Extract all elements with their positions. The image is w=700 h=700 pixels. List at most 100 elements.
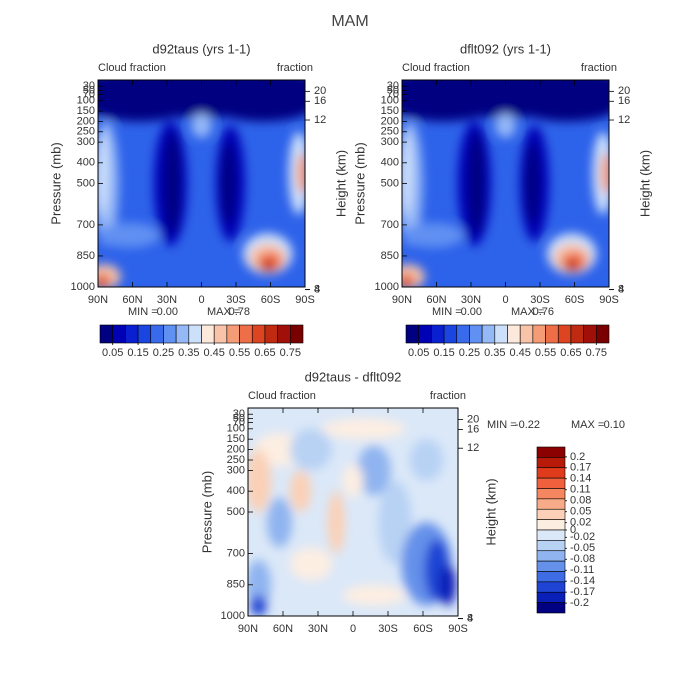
- x-tick-label: 60N: [273, 623, 293, 635]
- y2-tick-label: 20: [618, 85, 630, 97]
- y-tick-label: 70: [387, 88, 399, 100]
- colorbar-label: -0.2: [570, 597, 589, 609]
- y-tick-label: 150: [77, 105, 95, 117]
- colorbar-label: 0.05: [102, 347, 123, 359]
- colorbar-label: 0.17: [570, 462, 591, 474]
- colorbar-box: [226, 324, 240, 344]
- contour-region: [290, 470, 311, 512]
- y-axis-label: Pressure (mb): [48, 142, 63, 224]
- figure-title: MAM: [331, 13, 368, 30]
- y-tick-label: 700: [227, 548, 245, 560]
- y-tick-label: 70: [83, 88, 95, 100]
- colorbar-box: [99, 324, 113, 344]
- y-tick-label: 400: [227, 485, 245, 497]
- colorbar-box: [536, 529, 566, 541]
- colorbar-box: [536, 457, 566, 469]
- y-tick-label: 50: [387, 84, 399, 96]
- colorbar-box: [557, 324, 572, 344]
- y-tick-label: 100: [381, 95, 399, 107]
- stat-text: 0.10: [604, 419, 625, 431]
- contour-region: [296, 152, 305, 194]
- colorbar-box: [188, 324, 202, 344]
- field-shading: [248, 418, 456, 616]
- x-tick-label: 0: [502, 294, 508, 306]
- stat-text: MIN =: [432, 306, 462, 318]
- contour-region: [565, 260, 578, 273]
- colorbar-box: [494, 324, 508, 344]
- y-tick-label: 500: [381, 177, 399, 189]
- colorbar-box: [456, 324, 470, 344]
- contour-region: [321, 418, 406, 440]
- contour-region: [409, 439, 444, 481]
- y-tick-label: 30: [233, 408, 245, 420]
- y2-tick-label: 16: [618, 95, 630, 107]
- x-tick-label: 60S: [565, 294, 585, 306]
- colorbar-box: [277, 324, 291, 344]
- colorbar-label: 0.15: [433, 347, 454, 359]
- y-tick-label: 400: [381, 157, 399, 169]
- y-tick-label: 100: [227, 423, 245, 435]
- panel-title: dflt092 (yrs 1-1): [460, 41, 551, 56]
- x-tick-label: 90N: [238, 623, 258, 635]
- y-axis-label: Pressure (mb): [352, 142, 367, 224]
- colorbar-box: [536, 602, 566, 614]
- y2-axis-label: Height (km): [637, 150, 652, 217]
- y-tick-label: 300: [381, 136, 399, 148]
- y-tick-label: 300: [77, 136, 95, 148]
- x-tick-label: 90S: [448, 623, 468, 635]
- y2-tick-label: 4: [467, 613, 473, 625]
- y2-tick-label: 16: [467, 423, 479, 435]
- colorbar-box: [536, 571, 566, 583]
- stat-text: 0.00: [461, 306, 482, 318]
- colorbar-box: [507, 324, 521, 344]
- contour-region: [290, 428, 332, 471]
- stat-text: -0.22: [515, 419, 540, 431]
- y-tick-label: 30: [83, 80, 95, 92]
- x-tick-label: 30S: [226, 294, 246, 306]
- colorbar-label: 0.05: [408, 347, 429, 359]
- y2-tick-label: 8: [618, 283, 624, 295]
- colorbar-label: 0.2: [570, 451, 585, 463]
- contour-region: [515, 88, 609, 122]
- colorbar-box: [536, 591, 566, 603]
- y-tick-label: 30: [387, 80, 399, 92]
- x-tick-label: 60S: [261, 294, 281, 306]
- right-label: fraction: [430, 390, 466, 402]
- contour-region: [600, 152, 609, 194]
- colorbar-label: 0.35: [484, 347, 505, 359]
- x-tick-label: 0: [198, 294, 204, 306]
- left-label: Cloud fraction: [248, 390, 316, 402]
- colorbar-label: -0.11: [570, 564, 594, 576]
- colorbar-label: 0.25: [153, 347, 174, 359]
- stat-text: MIN =: [128, 306, 158, 318]
- colorbar-label: -0.17: [570, 586, 595, 598]
- colorbar-box: [536, 519, 566, 531]
- contour-region: [439, 564, 456, 606]
- panel-title: d92taus (yrs 1-1): [152, 41, 250, 56]
- contour-region: [378, 480, 412, 564]
- y2-tick-label: 4: [314, 284, 320, 296]
- contour-region: [191, 113, 212, 138]
- y-tick-label: 850: [381, 250, 399, 262]
- contour-region: [402, 131, 413, 215]
- colorbar-label: 0.35: [178, 347, 199, 359]
- y2-tick-label: 8: [467, 612, 473, 624]
- y-tick-label: 250: [77, 126, 95, 138]
- y-tick-label: 200: [227, 444, 245, 456]
- colorbar-box: [405, 324, 419, 344]
- contour-region: [164, 131, 181, 236]
- contour-region: [495, 113, 516, 138]
- x-tick-label: 30S: [530, 294, 550, 306]
- x-tick-label: 90S: [295, 294, 315, 306]
- colorbar-box: [596, 324, 610, 344]
- y2-tick-label: 20: [314, 85, 326, 97]
- y-tick-label: 200: [77, 115, 95, 127]
- colorbar-label: 0.11: [570, 484, 591, 496]
- contour-region: [402, 88, 496, 122]
- contour-region: [98, 274, 111, 287]
- colorbar-label: -0.14: [570, 575, 595, 587]
- colorbar-box: [213, 324, 228, 344]
- stat-text: MAX =: [207, 306, 240, 318]
- colorbar-box: [545, 324, 559, 344]
- colorbar-box: [532, 324, 546, 344]
